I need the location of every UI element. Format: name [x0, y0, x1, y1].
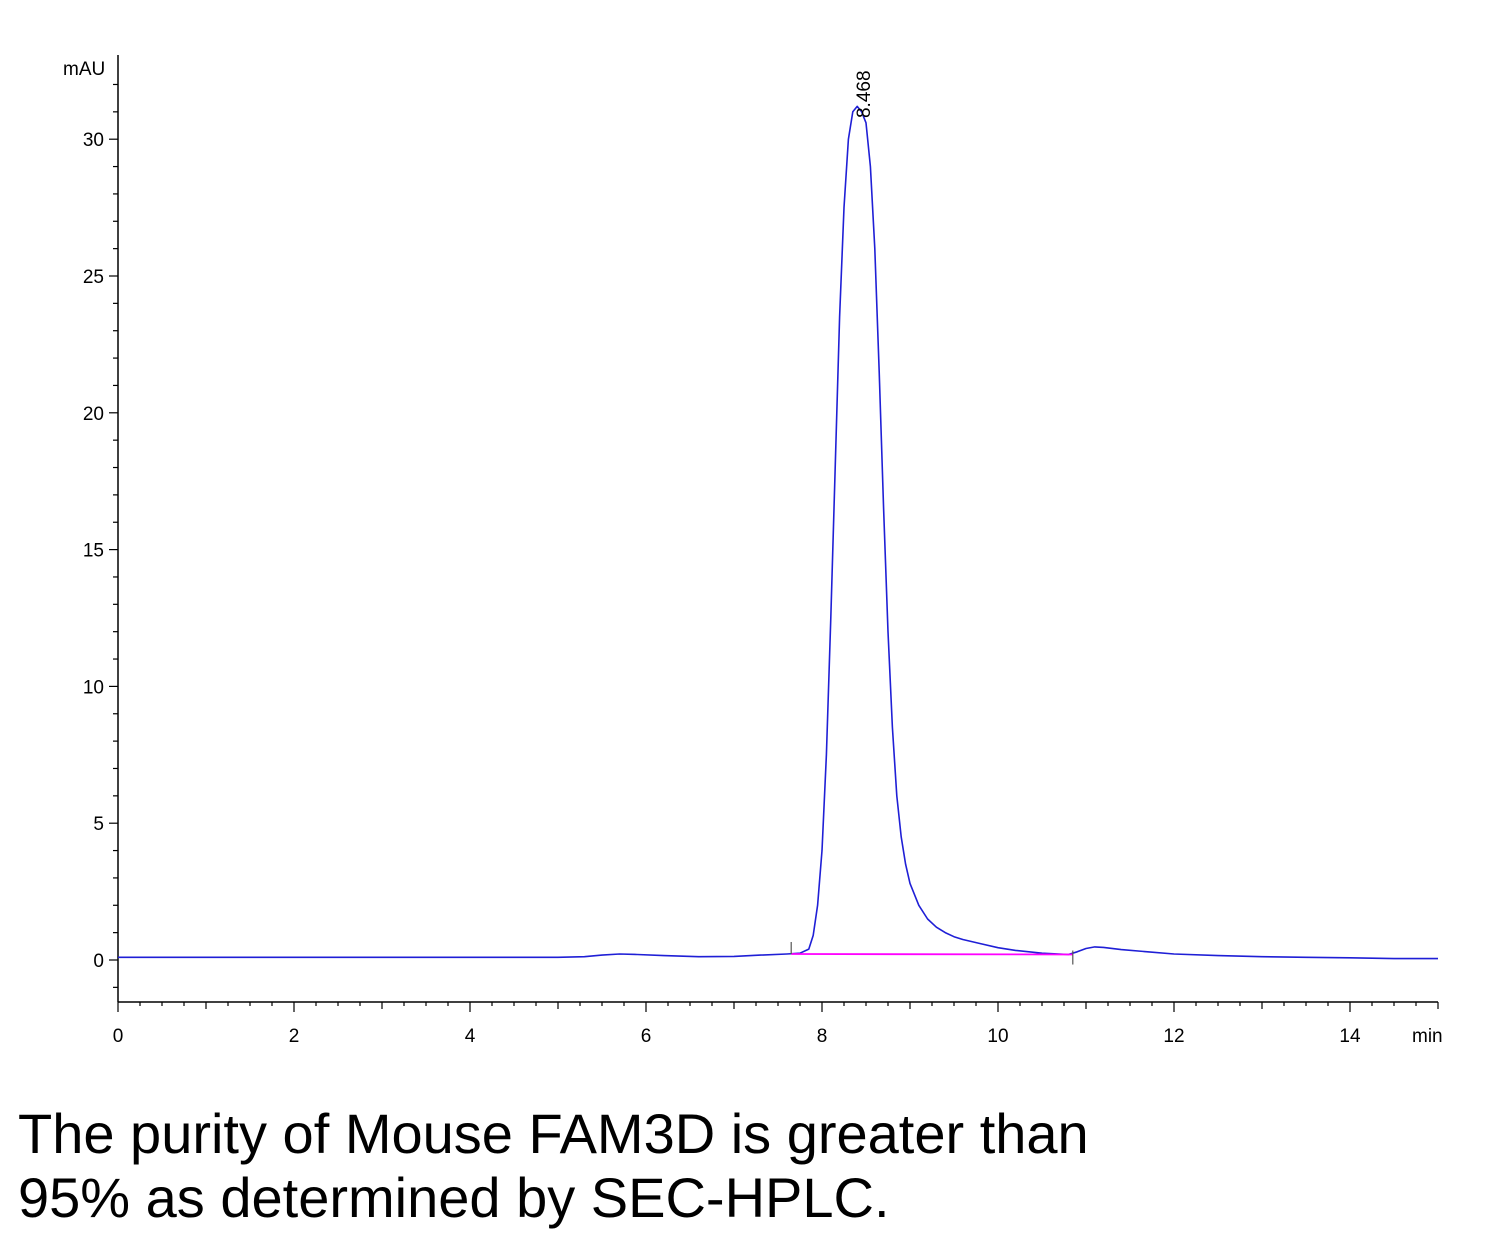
y-axis-unit-label: mAU [63, 59, 105, 80]
y-tick-label: 25 [83, 267, 104, 288]
y-tick-label: 5 [93, 814, 104, 835]
y-axis: 0 5 10 15 20 25 30 [83, 55, 119, 1002]
x-tick-label: 4 [465, 1026, 476, 1047]
x-tick-label: 6 [641, 1026, 652, 1047]
x-tick-label: 14 [1339, 1026, 1361, 1047]
y-tick-label: 15 [83, 541, 104, 562]
chromatogram-chart: 0 5 10 15 20 25 30 0 2 4 6 8 10 12 14 mAU min 8.468 [63, 55, 1443, 1047]
y-tick-label: 20 [83, 404, 104, 425]
x-tick-label: 2 [289, 1026, 300, 1047]
chromatogram-trace [118, 105, 1438, 960]
x-axis: 0 2 4 6 8 10 12 14 [113, 1001, 1439, 1047]
integration-baseline [791, 953, 1073, 956]
x-tick-label: 12 [1163, 1026, 1184, 1047]
y-tick-label: 0 [93, 951, 104, 972]
x-tick-label: 10 [987, 1026, 1008, 1047]
purity-caption: The purity of Mouse FAM3D is greater tha… [18, 1102, 1089, 1229]
series-layer [118, 105, 1438, 965]
x-axis-unit-label: min [1412, 1026, 1443, 1047]
peak-retention-label: 8.468 [854, 70, 875, 118]
y-tick-label: 30 [83, 130, 104, 151]
x-tick-label: 8 [817, 1026, 828, 1047]
x-tick-label: 0 [113, 1026, 124, 1047]
y-tick-label: 10 [83, 677, 104, 698]
